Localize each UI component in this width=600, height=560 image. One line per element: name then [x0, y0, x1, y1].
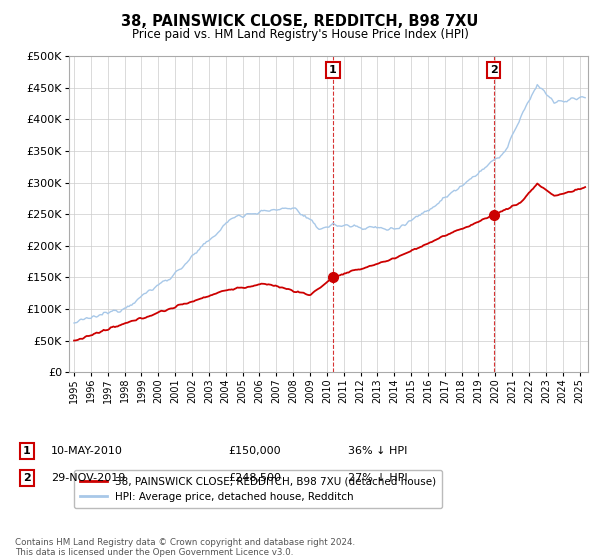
Text: 2: 2 — [490, 65, 497, 75]
Text: 2: 2 — [23, 473, 31, 483]
Text: £150,000: £150,000 — [228, 446, 281, 456]
Text: 1: 1 — [23, 446, 31, 456]
Text: 29-NOV-2019: 29-NOV-2019 — [51, 473, 125, 483]
Text: 38, PAINSWICK CLOSE, REDDITCH, B98 7XU: 38, PAINSWICK CLOSE, REDDITCH, B98 7XU — [121, 14, 479, 29]
Text: £248,500: £248,500 — [228, 473, 281, 483]
Text: 27% ↓ HPI: 27% ↓ HPI — [348, 473, 407, 483]
Text: 36% ↓ HPI: 36% ↓ HPI — [348, 446, 407, 456]
Text: Contains HM Land Registry data © Crown copyright and database right 2024.
This d: Contains HM Land Registry data © Crown c… — [15, 538, 355, 557]
Text: Price paid vs. HM Land Registry's House Price Index (HPI): Price paid vs. HM Land Registry's House … — [131, 28, 469, 41]
Text: 1: 1 — [329, 65, 337, 75]
Legend: 38, PAINSWICK CLOSE, REDDITCH, B98 7XU (detached house), HPI: Average price, det: 38, PAINSWICK CLOSE, REDDITCH, B98 7XU (… — [74, 470, 442, 508]
Text: 10-MAY-2010: 10-MAY-2010 — [51, 446, 123, 456]
